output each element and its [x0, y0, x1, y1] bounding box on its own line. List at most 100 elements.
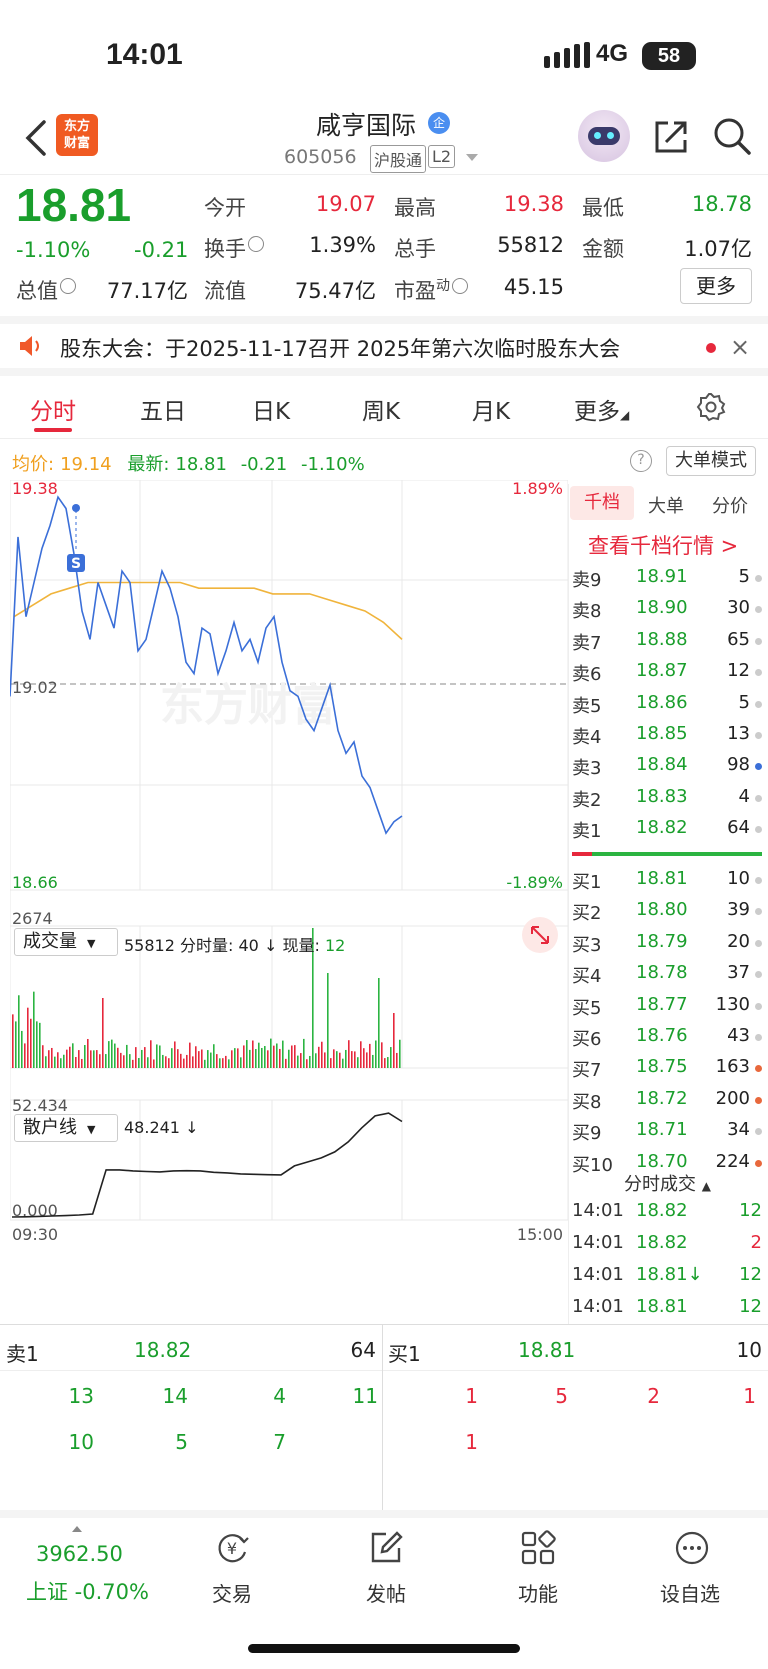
tab-five-day[interactable]: 五日 [140, 399, 186, 425]
retail-axis-bottom: 0.000 [12, 1201, 58, 1220]
ask-level-row[interactable]: 卖2 18.83 4 [572, 786, 762, 814]
nav-post[interactable]: 发帖 [366, 1582, 406, 1606]
search-icon[interactable] [712, 116, 752, 156]
more-dots-icon[interactable] [674, 1530, 710, 1566]
tab-more[interactable]: 更多◢ [574, 392, 629, 426]
pct-axis-top: 1.89% [512, 480, 563, 498]
back-arrow-icon[interactable] [22, 118, 50, 158]
expand-icon[interactable] [531, 926, 549, 944]
order-level-dot [755, 971, 762, 979]
marker-point [72, 504, 80, 512]
volume-bar [39, 1022, 41, 1068]
bid-level-row[interactable]: 买4 18.78 37 [572, 962, 762, 990]
volume-bar [351, 1051, 353, 1068]
ask-level-row[interactable]: 卖7 18.88 65 [572, 629, 762, 657]
order-level-volume: 13 [727, 723, 750, 744]
bid-level-row[interactable]: 买3 18.79 20 [572, 931, 762, 959]
intraday-chart[interactable]: 19.38 1.89% 19.02 18.66 -1.89% 东方财富 S 26… [10, 480, 568, 1320]
open-label: 今开 [204, 196, 246, 220]
bid-level-row[interactable]: 买5 18.77 130 [572, 994, 762, 1022]
volume-bar [330, 1058, 332, 1068]
down-arrow-icon: ↓ [185, 1118, 199, 1137]
volume-bar [333, 1049, 335, 1068]
ticks-title[interactable]: 分时成交 ▲ [624, 1170, 711, 1196]
share-icon[interactable] [652, 118, 690, 156]
bid-level-row[interactable]: 买8 18.72 200 [572, 1088, 762, 1116]
turnover-label[interactable]: 换手 [204, 233, 264, 263]
robot-assistant-avatar[interactable] [578, 110, 630, 162]
nav-features[interactable]: 功能 [518, 1582, 558, 1606]
sell-marker-badge[interactable] [67, 554, 85, 572]
float-cap-value: 75.47亿 [294, 279, 376, 303]
volume-bar [159, 1045, 161, 1068]
ask-level-row[interactable]: 卖8 18.90 30 [572, 597, 762, 625]
volume-bar [138, 1058, 140, 1068]
volume-bar [231, 1050, 233, 1068]
ask-level-row[interactable]: 卖5 18.86 5 [572, 692, 762, 720]
volume-bar [204, 1059, 206, 1068]
info-icon[interactable] [60, 278, 76, 294]
ask-level-row[interactable]: 卖6 18.87 12 [572, 660, 762, 688]
index-label[interactable]: 上证 -0.70% [26, 1580, 149, 1604]
tab-order-depth[interactable]: 千档 [570, 486, 634, 520]
info-icon[interactable] [248, 236, 264, 252]
index-value[interactable]: 3962.50 [36, 1542, 123, 1566]
order-level-dot [755, 700, 762, 708]
close-icon[interactable]: × [730, 333, 751, 361]
volume-bar [147, 1057, 149, 1068]
ask-level-row[interactable]: 卖1 18.82 64 [572, 817, 762, 845]
view-depth-link[interactable]: 查看千档行情 > [588, 534, 739, 558]
tab-monthly-k[interactable]: 月K [472, 399, 511, 425]
order-level-volume: 5 [738, 691, 750, 713]
info-icon[interactable] [452, 278, 468, 294]
order-level-volume: 163 [715, 1056, 750, 1078]
ask-level-row[interactable]: 卖9 18.91 5 [572, 566, 762, 594]
trade-icon[interactable]: ¥ [214, 1530, 250, 1566]
bid-level-row[interactable]: 买10 18.70 224 [572, 1151, 762, 1179]
big-order-mode-button[interactable]: 大单模式 [666, 446, 756, 476]
help-icon[interactable]: ? [630, 450, 652, 472]
time-axis-end: 15:00 [517, 1225, 563, 1244]
ask-level-row[interactable]: 卖3 18.84 98 [572, 754, 762, 782]
order-level-label: 买9 [572, 1123, 602, 1145]
volume-bar [249, 1049, 251, 1068]
chevron-up-icon[interactable] [72, 1526, 82, 1532]
volume-indicator-select[interactable]: 成交量 ▼ [14, 928, 118, 956]
volume-bar [216, 1054, 218, 1068]
time-axis-start: 09:30 [12, 1225, 58, 1244]
mktcap-value: 77.17亿 [106, 279, 188, 303]
tab-daily-k[interactable]: 日K [252, 399, 291, 425]
bid-level-row[interactable]: 买7 18.75 163 [572, 1056, 762, 1084]
mktcap-label[interactable]: 总值 [16, 275, 76, 305]
queue-bid-vol: 10 [736, 1338, 762, 1362]
ask-level-row[interactable]: 卖4 18.85 13 [572, 723, 762, 751]
bid-level-row[interactable]: 买1 18.81 10 [572, 868, 762, 896]
nav-add-watchlist[interactable]: 设自选 [660, 1582, 720, 1606]
dropdown-arrow-icon[interactable] [466, 154, 478, 161]
volume-bar [102, 998, 104, 1068]
volume-bar [129, 1054, 131, 1068]
tab-big-orders[interactable]: 大单 [648, 496, 684, 517]
tab-weekly-k[interactable]: 周K [362, 399, 401, 425]
bid-level-row[interactable]: 买6 18.76 43 [572, 1025, 762, 1053]
nav-trade[interactable]: 交易 [212, 1582, 252, 1606]
tab-price-distribution[interactable]: 分价 [712, 496, 748, 517]
bid-level-row[interactable]: 买2 18.80 39 [572, 899, 762, 927]
volume-now-label: 现量: [282, 936, 320, 955]
post-icon[interactable] [368, 1530, 404, 1566]
notice-bar[interactable] [0, 316, 768, 376]
gear-icon[interactable] [696, 392, 726, 422]
amount-label: 金额 [582, 237, 624, 261]
notice-text[interactable]: 股东大会：于2025-11-17召开 2025年第六次临时股东大会 [60, 337, 621, 361]
volume-bar [306, 1059, 308, 1068]
pe-value: 45.15 [503, 275, 564, 299]
more-button[interactable]: 更多 [680, 268, 752, 304]
bid-level-row[interactable]: 买9 18.71 34 [572, 1119, 762, 1147]
retail-indicator-select[interactable]: 散户线 ▼ [14, 1114, 118, 1142]
pe-label[interactable]: 市盈动 [394, 275, 468, 305]
volume-bar [186, 1054, 188, 1068]
volume-bar [21, 1030, 23, 1068]
volume-bar [369, 1043, 371, 1068]
features-grid-icon[interactable] [520, 1530, 556, 1566]
tab-intraday[interactable]: 分时 [30, 399, 76, 425]
